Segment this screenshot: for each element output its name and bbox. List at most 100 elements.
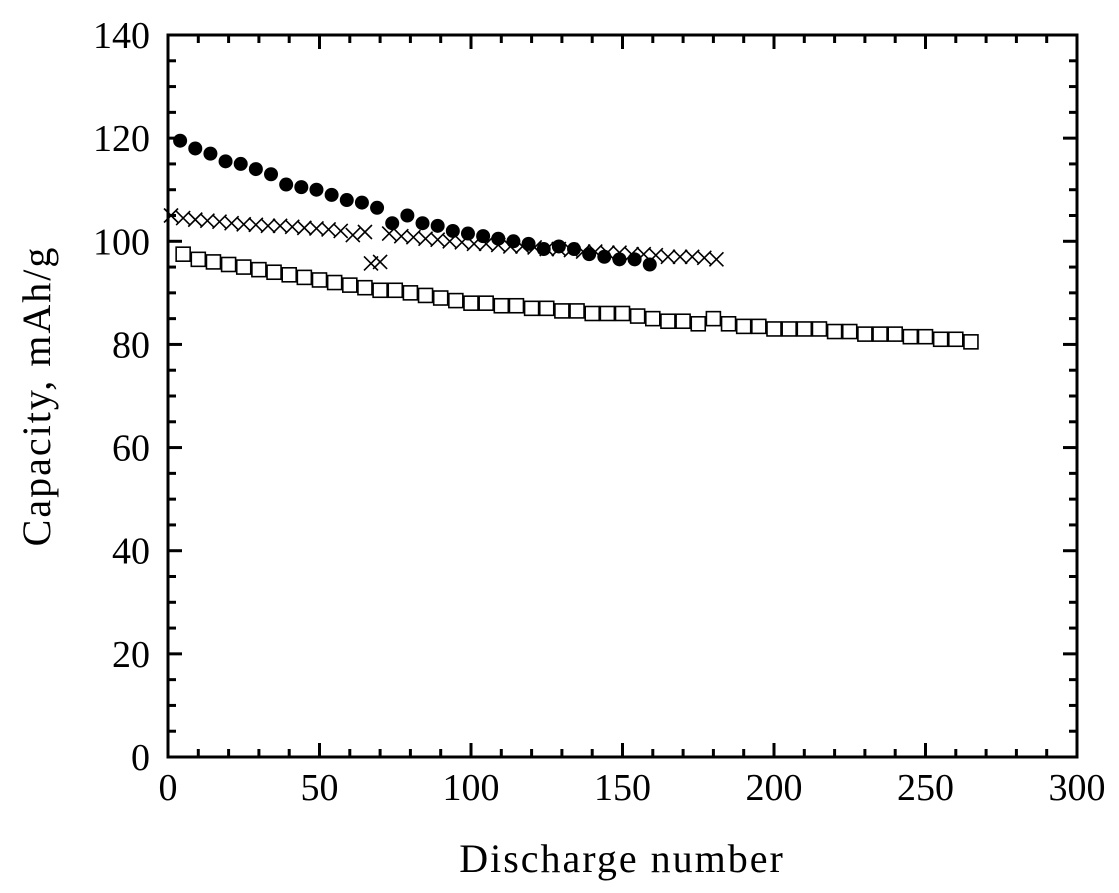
data-point xyxy=(341,277,358,293)
data-point xyxy=(236,216,252,232)
y-tick-label: 20 xyxy=(112,634,150,676)
data-point xyxy=(430,218,445,233)
data-point xyxy=(345,227,361,243)
data-point xyxy=(582,247,597,262)
data-point xyxy=(538,300,555,317)
data-point xyxy=(218,154,233,169)
data-point xyxy=(248,162,263,177)
data-point xyxy=(720,315,737,332)
data-point xyxy=(173,133,188,148)
data-point xyxy=(385,216,400,231)
x-tick-label: 50 xyxy=(301,767,339,809)
y-tick-label: 40 xyxy=(112,531,150,573)
data-point xyxy=(478,295,494,311)
data-point xyxy=(333,223,349,239)
data-point xyxy=(917,328,934,345)
data-point xyxy=(932,331,949,348)
data-point xyxy=(751,318,767,335)
data-point xyxy=(539,241,555,257)
data-point xyxy=(642,257,657,272)
x-axis-label: Discharge number xyxy=(459,836,785,881)
data-point xyxy=(660,249,676,265)
data-point xyxy=(326,274,343,291)
data-point xyxy=(235,259,252,275)
data-point xyxy=(502,238,518,255)
data-point xyxy=(188,141,203,156)
data-point xyxy=(857,326,873,342)
data-point xyxy=(508,297,525,314)
data-point xyxy=(466,236,482,252)
data-point xyxy=(527,239,543,256)
data-point xyxy=(963,334,979,350)
data-point xyxy=(684,249,700,265)
y-tick-label: 80 xyxy=(112,324,150,366)
data-point xyxy=(175,246,191,262)
y-tick-label: 140 xyxy=(93,15,150,57)
data-point xyxy=(402,285,419,301)
data-point xyxy=(887,326,904,342)
data-point xyxy=(308,220,325,236)
data-point xyxy=(220,256,237,273)
data-point xyxy=(514,238,531,255)
data-point xyxy=(163,207,179,224)
data-point xyxy=(357,279,373,296)
data-point xyxy=(523,300,540,317)
data-point xyxy=(339,193,354,208)
data-point xyxy=(599,245,615,261)
data-point xyxy=(370,200,385,215)
x-tick-label: 200 xyxy=(746,767,803,809)
data-point xyxy=(224,215,240,231)
data-point xyxy=(708,251,724,267)
data-point xyxy=(463,295,479,311)
data-point xyxy=(357,224,373,240)
data-point xyxy=(660,313,676,330)
data-point xyxy=(363,255,379,272)
x-tick-label: 150 xyxy=(594,767,651,809)
data-point xyxy=(766,321,782,337)
data-point xyxy=(296,220,312,236)
data-point xyxy=(569,303,585,319)
data-point xyxy=(372,254,388,270)
data-point xyxy=(233,156,248,171)
data-point xyxy=(841,323,858,340)
data-point xyxy=(279,177,294,192)
data-point xyxy=(311,272,328,288)
data-point xyxy=(294,180,309,195)
data-point xyxy=(415,216,430,231)
data-point xyxy=(400,208,415,223)
data-point xyxy=(781,321,797,337)
data-point xyxy=(636,246,652,262)
data-point xyxy=(187,212,203,228)
data-point xyxy=(644,310,661,327)
data-point xyxy=(696,250,712,266)
data-point xyxy=(796,321,813,337)
data-point xyxy=(417,287,434,304)
data-point xyxy=(454,234,470,250)
data-point xyxy=(551,241,567,257)
data-point xyxy=(393,228,409,244)
data-point xyxy=(281,267,298,283)
data-point xyxy=(432,290,449,306)
data-point xyxy=(405,229,421,245)
data-point xyxy=(430,232,446,248)
data-point xyxy=(675,313,691,330)
data-point xyxy=(614,305,631,322)
data-point xyxy=(705,310,722,327)
data-point xyxy=(442,233,458,249)
data-point xyxy=(460,226,475,241)
data-point xyxy=(190,251,207,268)
data-point xyxy=(248,217,264,233)
data-point xyxy=(324,187,339,202)
y-tick-label: 100 xyxy=(93,221,150,263)
data-point xyxy=(627,252,642,267)
data-point xyxy=(272,218,288,234)
x-tick-label: 0 xyxy=(159,767,178,809)
x-tick-label: 250 xyxy=(897,767,954,809)
x-tick-label: 100 xyxy=(443,767,500,809)
data-point xyxy=(260,218,276,234)
y-tick-label: 120 xyxy=(93,118,150,160)
y-tick-label: 60 xyxy=(112,428,150,470)
data-point xyxy=(417,231,434,247)
data-point xyxy=(445,223,460,238)
